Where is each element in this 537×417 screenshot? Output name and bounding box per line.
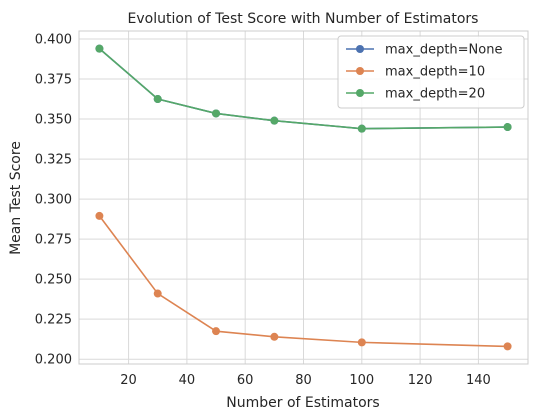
y-tick-label: 0.275 <box>35 233 72 248</box>
y-tick-label: 0.225 <box>35 313 72 328</box>
data-point <box>153 289 162 298</box>
legend-marker <box>356 89 364 97</box>
x-tick-label: 80 <box>295 373 312 388</box>
data-point <box>212 327 221 336</box>
series-2 <box>95 44 512 133</box>
y-ticks: 0.200 0.225 0.250 0.275 0.300 0.325 0.350 0.375… <box>35 33 72 368</box>
x-tick-label: 40 <box>179 373 196 388</box>
data-point <box>357 124 366 133</box>
legend: max_depth=None max_depth=10 max_depth=20 <box>337 35 525 109</box>
series-1 <box>95 211 512 351</box>
data-point <box>95 211 104 220</box>
x-tick-label: 100 <box>349 373 374 388</box>
data-point <box>95 44 104 53</box>
legend-label: max_depth=None <box>385 43 502 58</box>
chart-title: Evolution of Test Score with Number of E… <box>128 11 479 27</box>
series-line <box>98 215 508 348</box>
x-tick-label: 60 <box>237 373 254 388</box>
y-tick-label: 0.300 <box>35 193 72 208</box>
x-ticks: 20 40 60 80 100 120 140 <box>120 373 491 388</box>
data-point <box>270 116 279 125</box>
x-tick-label: 140 <box>466 373 491 388</box>
y-tick-label: 0.325 <box>35 153 72 168</box>
y-tick-label: 0.400 <box>35 33 72 48</box>
data-point <box>153 95 162 104</box>
y-tick-label: 0.200 <box>35 353 72 368</box>
data-point <box>357 338 366 347</box>
y-tick-label: 0.250 <box>35 273 72 288</box>
data-point <box>503 123 512 132</box>
data-point <box>270 332 279 341</box>
x-tick-label: 20 <box>120 373 137 388</box>
plot-frame <box>78 30 529 365</box>
legend-box <box>337 35 525 109</box>
data-point <box>212 109 221 118</box>
series <box>95 44 512 351</box>
grid <box>79 31 528 364</box>
x-axis-label: Number of Estimators <box>226 395 379 411</box>
series-line <box>98 48 508 130</box>
x-tick-label: 120 <box>408 373 433 388</box>
legend-marker <box>356 67 364 75</box>
legend-label: max_depth=20 <box>385 87 485 102</box>
y-tick-label: 0.350 <box>35 113 72 128</box>
y-tick-label: 0.375 <box>35 73 72 88</box>
data-point <box>503 342 512 351</box>
legend-marker <box>356 45 364 53</box>
legend-label: max_depth=10 <box>385 65 485 80</box>
y-axis-label: Mean Test Score <box>8 141 24 255</box>
